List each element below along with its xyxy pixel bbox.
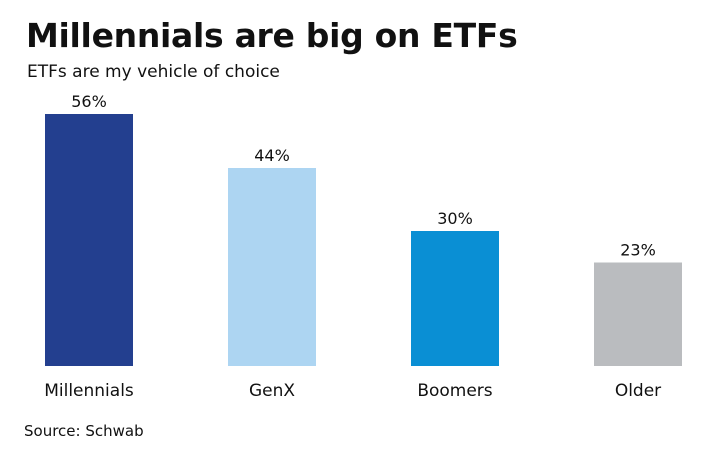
category-label-older: Older (615, 381, 661, 401)
category-labels-group: Millennials GenX Boomers Older (44, 381, 661, 401)
chart-subtitle: ETFs are my vehicle of choice (27, 62, 280, 82)
value-label-boomers: 30% (437, 209, 473, 228)
bar-older (594, 262, 682, 366)
bars-group (45, 114, 682, 366)
bar-millennials (45, 114, 133, 366)
value-label-genx: 44% (254, 146, 290, 165)
value-label-millennials: 56% (71, 92, 107, 111)
bar-boomers (411, 231, 499, 366)
bar-genx (228, 168, 316, 366)
value-labels-group: 56% 44% 30% 23% (71, 92, 656, 260)
source-note: Source: Schwab (24, 422, 144, 440)
category-label-boomers: Boomers (417, 381, 492, 401)
category-label-millennials: Millennials (44, 381, 134, 401)
chart-title: Millennials are big on ETFs (26, 16, 518, 55)
value-label-older: 23% (620, 241, 656, 260)
category-label-genx: GenX (249, 381, 295, 401)
